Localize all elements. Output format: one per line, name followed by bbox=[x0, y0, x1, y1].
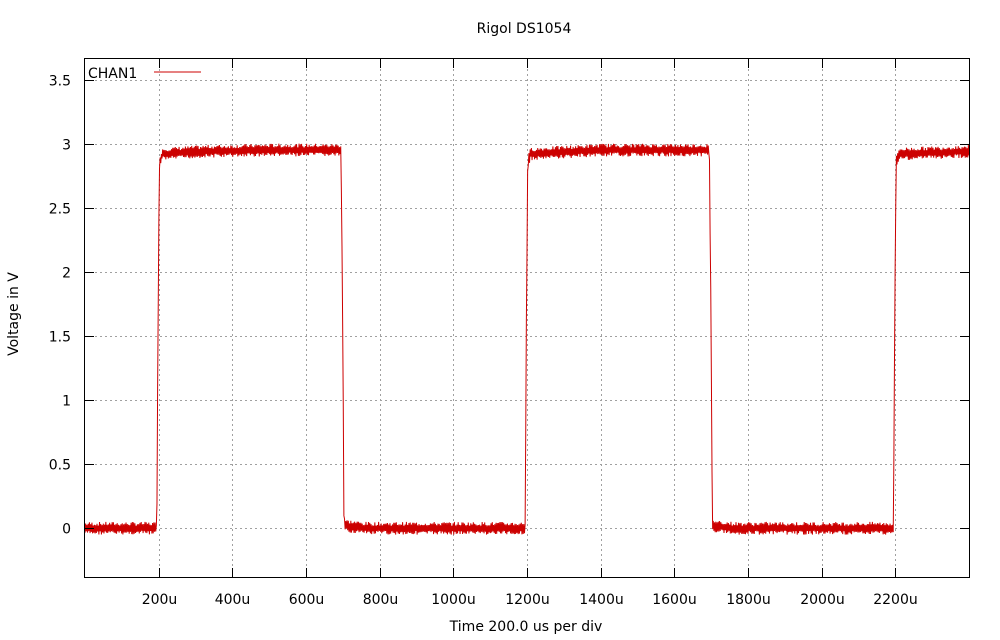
y-tick-label: 3 bbox=[62, 138, 71, 154]
plot-frame bbox=[84, 58, 970, 578]
x-tick-label: 1400u bbox=[579, 592, 624, 608]
chart-title: Rigol DS1054 bbox=[477, 21, 572, 37]
series-layer bbox=[84, 143, 970, 535]
y-tick-label: 2 bbox=[62, 266, 71, 282]
x-tick-label: 600u bbox=[289, 592, 325, 608]
x-tick-label: 400u bbox=[215, 592, 251, 608]
x-tick-label: 200u bbox=[142, 592, 178, 608]
x-tick-label: 800u bbox=[363, 592, 399, 608]
legend-label: CHAN1 bbox=[88, 66, 137, 82]
y-axis-label: Voltage in V bbox=[6, 272, 22, 356]
y-tick-label: 1.5 bbox=[49, 330, 71, 346]
x-tick-label: 1800u bbox=[726, 592, 771, 608]
y-tick-label: 0.5 bbox=[49, 458, 71, 474]
x-tick-label: 2000u bbox=[800, 592, 845, 608]
x-tick-label: 1600u bbox=[652, 592, 697, 608]
y-tick-label: 1 bbox=[62, 394, 71, 410]
y-tick-label: 2.5 bbox=[49, 202, 71, 218]
y-tick-label: 0 bbox=[62, 522, 71, 538]
x-tick-label: 1000u bbox=[431, 592, 476, 608]
series-line-chan1 bbox=[84, 143, 970, 535]
x-tick-label: 1200u bbox=[505, 592, 550, 608]
x-axis-label: Time 200.0 us per div bbox=[449, 619, 603, 635]
legend: CHAN1 bbox=[88, 66, 201, 82]
y-tick-label: 3.5 bbox=[49, 74, 71, 90]
grid bbox=[85, 59, 969, 577]
ticks: 0 0.5 1 1.5 2 2.5 3 3.5 200u 400u 600u 800u 1000u 120… bbox=[49, 59, 969, 608]
x-tick-label: 2200u bbox=[873, 592, 918, 608]
